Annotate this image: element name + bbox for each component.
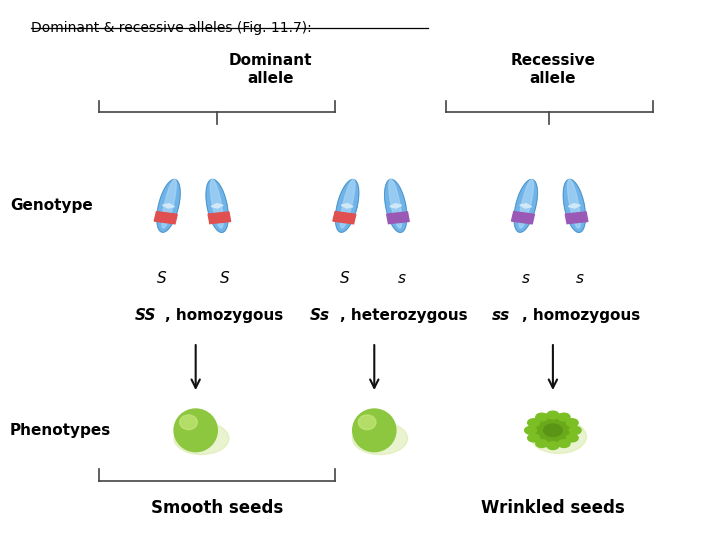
- Polygon shape: [162, 179, 176, 228]
- Polygon shape: [208, 212, 230, 224]
- Polygon shape: [387, 212, 409, 224]
- Polygon shape: [210, 179, 223, 228]
- Text: Phenotypes: Phenotypes: [10, 423, 111, 438]
- Text: S: S: [156, 271, 166, 286]
- Polygon shape: [384, 179, 407, 232]
- Polygon shape: [568, 204, 580, 208]
- Ellipse shape: [174, 409, 217, 451]
- Text: Ss: Ss: [310, 308, 330, 323]
- Ellipse shape: [558, 440, 570, 448]
- Text: , homozygous: , homozygous: [165, 308, 283, 323]
- Ellipse shape: [536, 440, 548, 448]
- Text: Dominant
allele: Dominant allele: [229, 53, 312, 86]
- Text: s: s: [522, 271, 530, 286]
- Ellipse shape: [353, 409, 396, 451]
- Polygon shape: [519, 179, 534, 228]
- Ellipse shape: [566, 434, 578, 442]
- Ellipse shape: [528, 419, 539, 427]
- Polygon shape: [333, 212, 356, 224]
- Polygon shape: [563, 179, 585, 232]
- Polygon shape: [206, 179, 228, 232]
- Polygon shape: [514, 179, 537, 232]
- Ellipse shape: [531, 420, 587, 454]
- Text: Dominant & recessive alleles (Fig. 11.7):: Dominant & recessive alleles (Fig. 11.7)…: [32, 22, 312, 36]
- Text: s: s: [576, 271, 584, 286]
- Text: , homozygous: , homozygous: [522, 308, 640, 323]
- Polygon shape: [341, 204, 353, 208]
- Text: S: S: [220, 271, 229, 286]
- Ellipse shape: [547, 411, 559, 419]
- Ellipse shape: [558, 413, 570, 421]
- Ellipse shape: [359, 415, 376, 430]
- Polygon shape: [336, 179, 359, 232]
- Ellipse shape: [528, 434, 539, 442]
- Text: Wrinkled seeds: Wrinkled seeds: [481, 499, 625, 517]
- Polygon shape: [157, 179, 180, 232]
- Ellipse shape: [174, 422, 229, 455]
- Polygon shape: [565, 212, 588, 224]
- Text: Smooth seeds: Smooth seeds: [151, 499, 283, 517]
- Ellipse shape: [566, 419, 578, 427]
- Polygon shape: [390, 204, 402, 208]
- Text: SS: SS: [135, 308, 156, 323]
- Text: , heterozygous: , heterozygous: [340, 308, 467, 323]
- Ellipse shape: [525, 427, 536, 434]
- Text: Recessive
allele: Recessive allele: [510, 53, 595, 86]
- Polygon shape: [567, 179, 580, 228]
- Polygon shape: [163, 204, 174, 208]
- Ellipse shape: [544, 424, 562, 436]
- Polygon shape: [511, 212, 534, 224]
- Polygon shape: [211, 204, 223, 208]
- Ellipse shape: [570, 427, 581, 434]
- Text: s: s: [397, 271, 405, 286]
- Ellipse shape: [353, 422, 408, 455]
- Ellipse shape: [528, 414, 577, 447]
- Polygon shape: [154, 212, 177, 224]
- Ellipse shape: [180, 415, 197, 430]
- Text: S: S: [339, 271, 349, 286]
- Polygon shape: [520, 204, 531, 208]
- Ellipse shape: [536, 413, 548, 421]
- Polygon shape: [389, 179, 402, 228]
- Polygon shape: [341, 179, 355, 228]
- Ellipse shape: [547, 442, 559, 449]
- Text: Genotype: Genotype: [10, 198, 93, 213]
- Text: ss: ss: [492, 308, 510, 323]
